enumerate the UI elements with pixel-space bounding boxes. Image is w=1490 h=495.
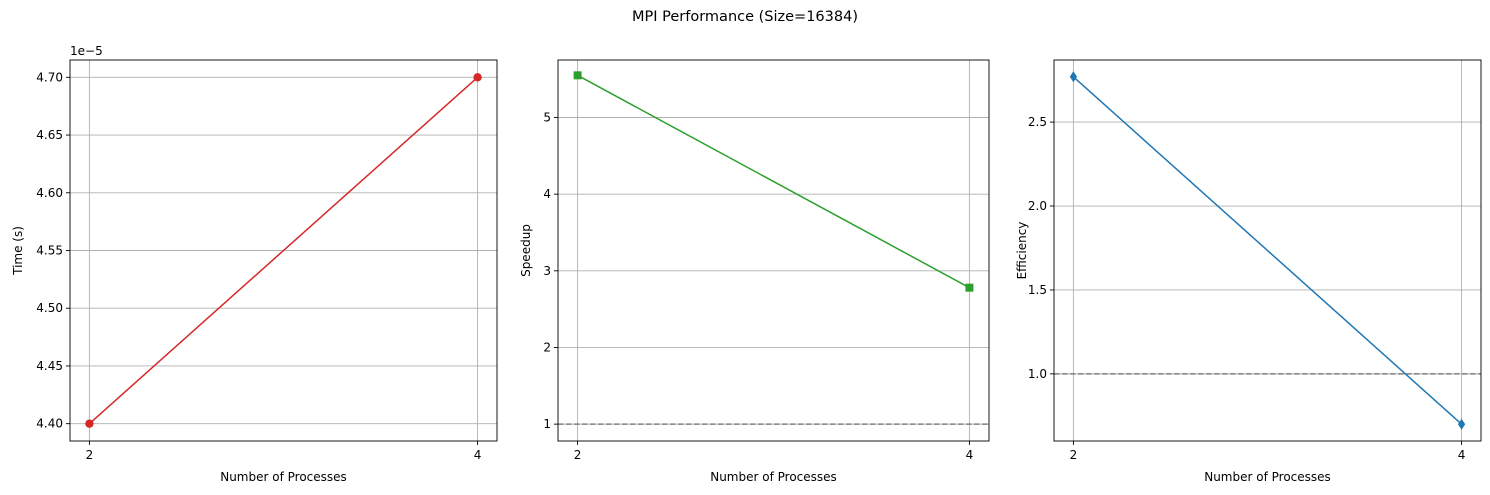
x-tick-label: 2 (1070, 448, 1078, 462)
y-tick-label: 1.0 (1028, 367, 1047, 381)
y-axis-label: Efficiency (1015, 222, 1029, 280)
y-axis-label: Speedup (519, 224, 533, 277)
y-tick-label: 1.5 (1028, 283, 1047, 297)
x-axis-label: Number of Processes (710, 470, 837, 484)
data-point (573, 71, 582, 80)
subplots: 2 4 4.40 4.45 4.50 4.55 4.60 4.65 4.70 Number of … (11, 44, 1482, 484)
x-tick-label: 4 (474, 448, 482, 462)
x-tick-label: 4 (966, 448, 974, 462)
series-line (577, 74, 970, 289)
subplot-3: 2 4 1.0 1.5 2.0 2.5 Number of Processes Efficie… (1015, 59, 1482, 484)
y-tick-label: 4.50 (36, 301, 63, 315)
x-tick-label: 4 (1458, 448, 1466, 462)
y-tick-label: 4.60 (36, 186, 63, 200)
data-point (473, 73, 482, 82)
y-tick-label: 4.65 (36, 128, 63, 142)
x-tick-label: 2 (86, 448, 94, 462)
axes-frame (1053, 59, 1482, 442)
y-tick-label: 3 (543, 264, 551, 278)
y-tick-label: 4.45 (36, 359, 63, 373)
x-axis-label: Number of Processes (1204, 470, 1331, 484)
y-tick-label: 4.40 (36, 417, 63, 431)
series-line (1072, 76, 1463, 425)
subplot-1: 2 4 4.40 4.45 4.50 4.55 4.60 4.65 4.70 Number of … (11, 44, 498, 484)
data-point (1457, 418, 1466, 430)
y-axis-label: Time (s) (11, 226, 25, 276)
y-tick-label: 4.55 (36, 244, 63, 258)
data-point (1069, 71, 1078, 83)
y-tick-label: 2.5 (1028, 115, 1047, 129)
figure-title: MPI Performance (Size=16384) (632, 9, 858, 25)
series-line (88, 76, 479, 425)
data-point (85, 419, 94, 428)
y-tick-label: 2.0 (1028, 199, 1047, 213)
subplot-2: 2 4 1 2 3 4 5 Number of Processes Speedup (519, 59, 990, 484)
x-tick-label: 2 (574, 448, 582, 462)
y-tick-label: 4.70 (36, 70, 63, 84)
data-point (965, 283, 974, 292)
x-axis-label: Number of Processes (220, 470, 347, 484)
y-tick-label: 5 (543, 110, 551, 124)
y-offset-text: 1e−5 (70, 44, 103, 58)
y-tick-label: 4 (543, 187, 551, 201)
axes-frame (557, 59, 990, 442)
y-tick-label: 2 (543, 340, 551, 354)
y-tick-label: 1 (543, 417, 551, 431)
